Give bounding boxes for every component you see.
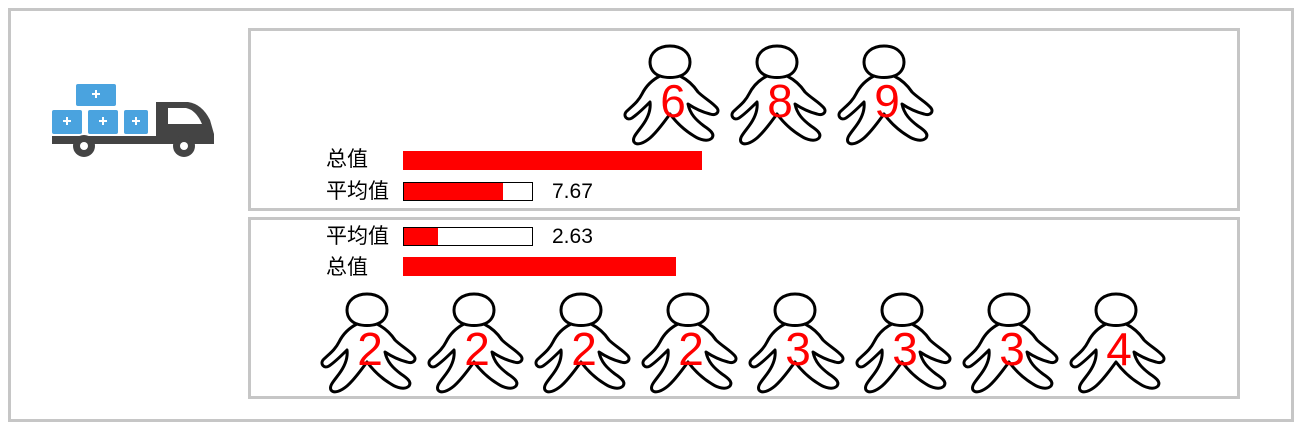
person-value: 2 — [464, 323, 490, 375]
person-outline-icon: 2 — [531, 290, 637, 396]
person-value: 2 — [678, 323, 704, 375]
average-label: 平均值 — [326, 180, 389, 203]
average-bar-fill — [404, 228, 438, 245]
person-value: 3 — [785, 323, 811, 375]
delivery-truck-icon — [52, 84, 216, 158]
person-value: 3 — [999, 323, 1025, 375]
group-panel-1 — [248, 28, 1240, 211]
person-value: 6 — [660, 75, 686, 127]
person-outline-icon: 2 — [317, 290, 423, 396]
person-outline-icon: 3 — [852, 290, 958, 396]
average-label: 平均值 — [326, 225, 389, 248]
person-value: 8 — [767, 75, 793, 127]
person-outline-icon: 2 — [638, 290, 744, 396]
person-value: 2 — [357, 323, 383, 375]
person-value: 4 — [1106, 323, 1132, 375]
outer-frame — [8, 8, 1294, 422]
total-bar — [403, 257, 676, 276]
person-outline-icon: 4 — [1066, 290, 1172, 396]
total-bar — [403, 151, 702, 170]
total-label: 总值 — [326, 148, 368, 171]
person-outline-icon: 3 — [745, 290, 851, 396]
person-outline-icon: 3 — [959, 290, 1065, 396]
average-bar-fill — [404, 183, 503, 200]
average-value: 2.63 — [552, 225, 593, 248]
person-outline-icon: 9 — [834, 42, 940, 148]
person-outline-icon: 8 — [727, 42, 833, 148]
person-value: 9 — [874, 75, 900, 127]
total-label: 总值 — [326, 256, 368, 279]
person-value: 2 — [571, 323, 597, 375]
average-bar — [403, 227, 533, 246]
average-value: 7.67 — [552, 180, 593, 203]
group-panel-2 — [248, 217, 1240, 399]
person-outline-icon: 2 — [424, 290, 530, 396]
person-outline-icon: 6 — [620, 42, 726, 148]
average-bar — [403, 182, 533, 201]
person-value: 3 — [892, 323, 918, 375]
